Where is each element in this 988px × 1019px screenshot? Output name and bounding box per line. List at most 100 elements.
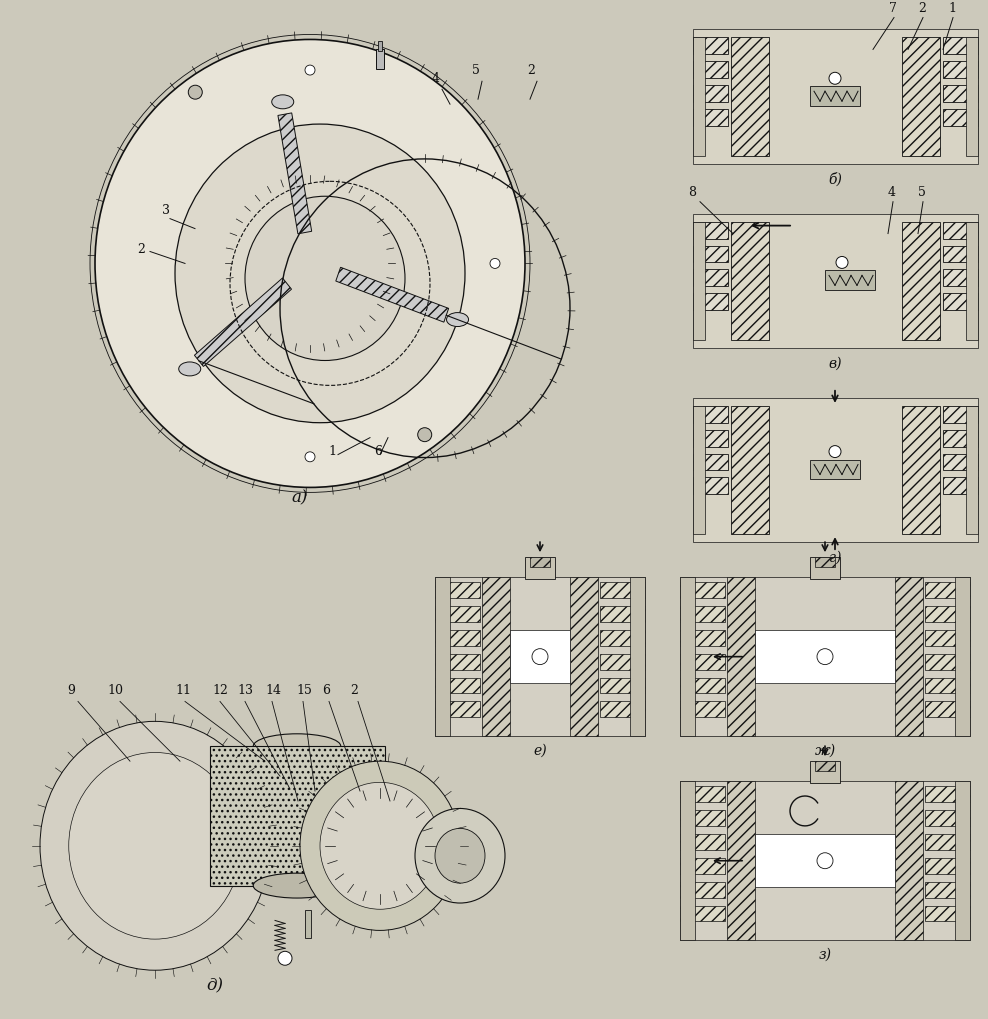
Bar xyxy=(943,269,978,286)
Bar xyxy=(600,678,645,694)
Bar xyxy=(902,406,940,534)
Bar xyxy=(966,38,978,156)
Circle shape xyxy=(305,65,315,75)
Bar xyxy=(435,582,480,598)
Bar xyxy=(810,87,860,106)
Bar xyxy=(902,38,940,156)
Bar xyxy=(482,577,510,737)
Bar xyxy=(680,653,725,669)
Bar xyxy=(693,430,728,446)
Bar xyxy=(600,701,645,717)
Bar xyxy=(925,834,970,850)
Text: 2: 2 xyxy=(527,64,535,77)
Bar xyxy=(943,293,978,310)
Bar xyxy=(600,606,645,622)
Bar xyxy=(693,61,728,78)
Bar xyxy=(902,221,940,340)
Bar xyxy=(943,221,978,238)
Bar xyxy=(925,906,970,921)
Ellipse shape xyxy=(175,124,465,423)
Bar xyxy=(895,577,923,737)
Text: 1: 1 xyxy=(328,444,336,458)
Bar xyxy=(943,38,978,54)
Bar xyxy=(435,577,645,737)
Bar xyxy=(815,557,835,567)
Bar xyxy=(435,653,480,669)
Text: 6: 6 xyxy=(374,444,382,458)
Text: 12: 12 xyxy=(212,685,228,697)
Bar xyxy=(755,834,895,887)
Bar xyxy=(630,577,645,737)
Bar xyxy=(680,782,970,941)
Text: 3: 3 xyxy=(162,204,170,217)
Bar xyxy=(435,678,480,694)
Ellipse shape xyxy=(40,721,270,970)
Text: 15: 15 xyxy=(296,685,312,697)
Ellipse shape xyxy=(69,752,241,940)
Text: в): в) xyxy=(828,357,842,371)
Bar xyxy=(693,406,705,534)
Polygon shape xyxy=(195,278,291,367)
Bar xyxy=(925,582,970,598)
Bar xyxy=(570,577,598,737)
Circle shape xyxy=(418,428,432,441)
Ellipse shape xyxy=(320,783,440,909)
Text: 2: 2 xyxy=(350,685,358,697)
Bar xyxy=(955,577,970,737)
Text: 9: 9 xyxy=(67,685,75,697)
Bar xyxy=(925,653,970,669)
Polygon shape xyxy=(336,267,449,322)
Bar xyxy=(680,701,725,717)
Text: 1: 1 xyxy=(948,2,956,14)
Bar xyxy=(600,630,645,646)
Bar xyxy=(693,269,728,286)
Bar xyxy=(925,810,970,825)
Bar xyxy=(731,221,769,340)
Bar xyxy=(810,557,840,579)
Bar xyxy=(510,630,570,683)
Ellipse shape xyxy=(415,808,505,903)
Bar xyxy=(693,221,728,238)
Polygon shape xyxy=(278,113,311,233)
Bar xyxy=(755,630,895,683)
Text: 2: 2 xyxy=(137,244,145,257)
Bar xyxy=(966,221,978,340)
Bar xyxy=(727,577,755,737)
Bar xyxy=(693,397,978,542)
Bar xyxy=(680,834,725,850)
Bar xyxy=(680,810,725,825)
Circle shape xyxy=(305,451,315,462)
Bar xyxy=(895,782,923,941)
Bar xyxy=(693,453,728,471)
Bar xyxy=(435,630,480,646)
Bar xyxy=(693,221,705,340)
Bar xyxy=(680,782,695,941)
Bar xyxy=(435,606,480,622)
Bar xyxy=(731,38,769,156)
Ellipse shape xyxy=(435,828,485,883)
Bar xyxy=(376,49,384,69)
Text: 11: 11 xyxy=(175,685,191,697)
Ellipse shape xyxy=(447,313,468,326)
Text: 4: 4 xyxy=(432,72,440,86)
Text: 10: 10 xyxy=(107,685,123,697)
Ellipse shape xyxy=(179,362,201,376)
Ellipse shape xyxy=(253,873,341,898)
Bar xyxy=(943,246,978,263)
Text: б): б) xyxy=(828,172,842,186)
Bar xyxy=(693,30,978,164)
Bar xyxy=(693,478,728,494)
Text: 2: 2 xyxy=(918,2,926,14)
Bar xyxy=(680,858,725,873)
Ellipse shape xyxy=(253,734,341,759)
Bar xyxy=(943,61,978,78)
Bar xyxy=(600,582,645,598)
Bar xyxy=(693,38,705,156)
Bar xyxy=(943,406,978,423)
Circle shape xyxy=(490,259,500,268)
Bar xyxy=(825,270,875,290)
Bar xyxy=(925,606,970,622)
Bar xyxy=(731,406,769,534)
Bar xyxy=(943,86,978,102)
Text: 8: 8 xyxy=(688,185,696,199)
